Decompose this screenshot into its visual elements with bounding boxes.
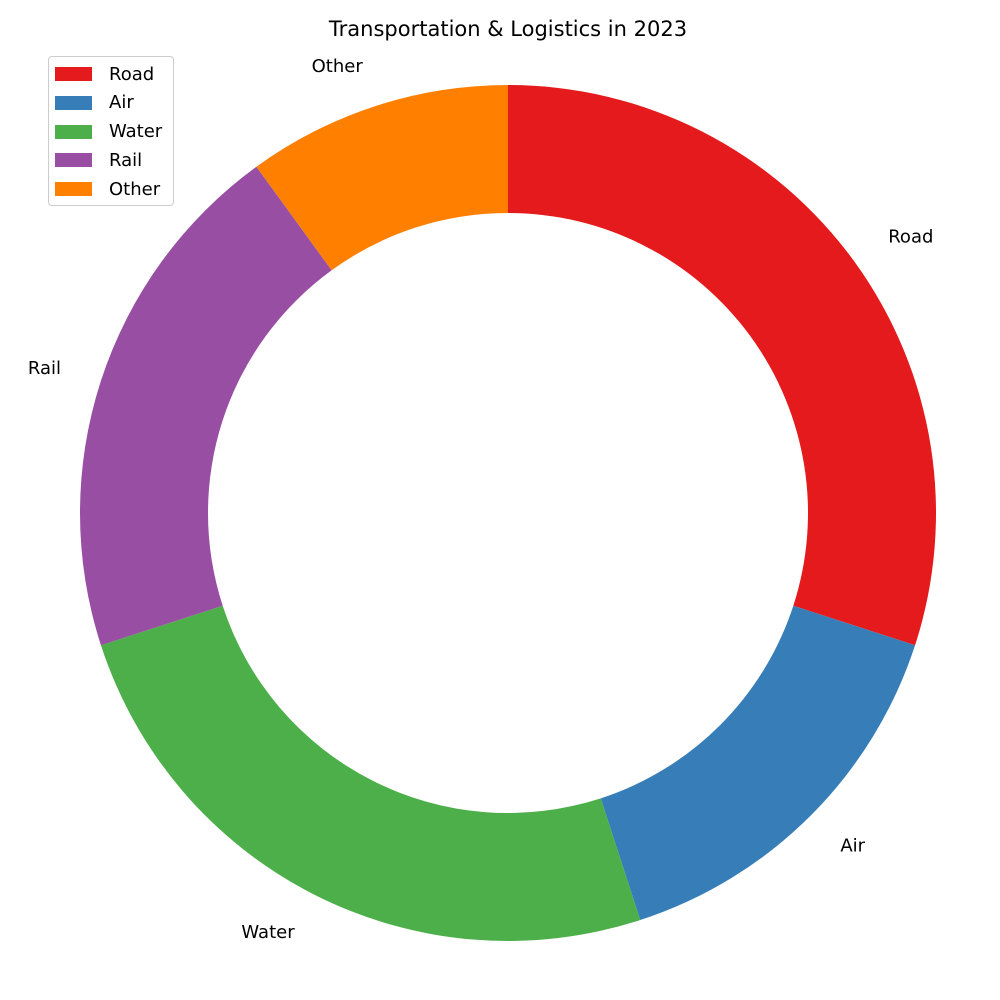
legend: Road Air Water Rail Other [48, 56, 174, 206]
slice-air [600, 605, 916, 921]
legend-swatch [55, 95, 92, 110]
legend-swatch [55, 124, 92, 139]
slices-group [79, 85, 937, 941]
legend-swatch [55, 67, 92, 81]
legend-label: Air [109, 92, 134, 114]
chart-title: Transportation & Logistics in 2023 [328, 17, 688, 41]
slice-label-air: Air [840, 835, 865, 856]
slice-label-water: Water [241, 922, 295, 943]
slice-label-other: Other [312, 56, 364, 77]
legend-label: Road [109, 63, 155, 85]
legend-item-other: Other [55, 176, 160, 202]
legend-item-air: Air [55, 90, 134, 116]
slice-rail [79, 166, 332, 646]
legend-item-road: Road [55, 61, 154, 87]
slice-water [100, 605, 641, 941]
slice-road [508, 85, 937, 646]
legend-item-rail: Rail [55, 147, 142, 173]
legend-item-water: Water [55, 119, 162, 145]
slice-other [256, 85, 508, 271]
legend-label: Other [109, 178, 161, 200]
legend-label: Water [109, 121, 163, 143]
slice-labels-group: Road Air Water Rail Other [28, 56, 934, 943]
legend-swatch [55, 182, 92, 197]
legend-label: Rail [109, 149, 143, 171]
slice-label-road: Road [888, 227, 933, 248]
legend-swatch [55, 153, 92, 168]
slice-label-rail: Rail [28, 358, 61, 379]
